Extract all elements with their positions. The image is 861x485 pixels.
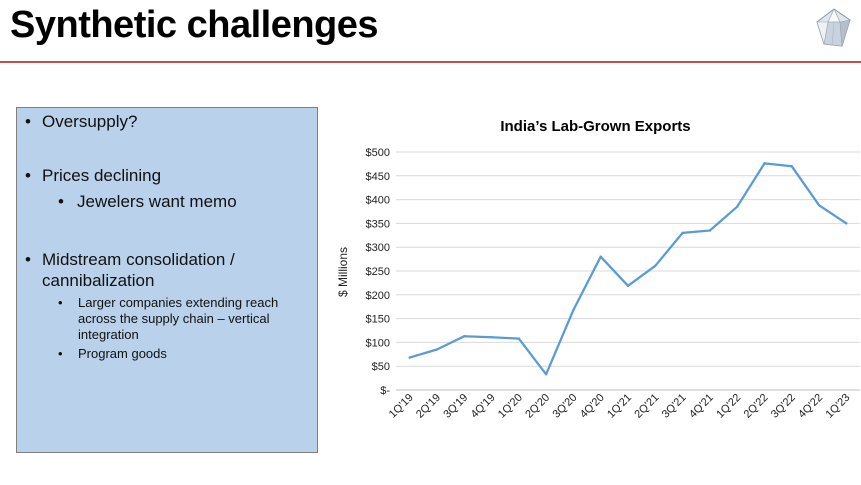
y-tick-label: $- — [380, 385, 390, 397]
x-tick-label: 1Q'22 — [714, 392, 743, 421]
bullet-marker: • — [58, 295, 63, 310]
x-tick-label: 1Q'23 — [823, 392, 852, 421]
exports-chart: India’s Lab-Grown Exports $ Millions $- $… — [330, 110, 861, 485]
data-point — [599, 255, 602, 258]
x-tick-label: 4Q'22 — [796, 392, 825, 421]
bullet-marker: • — [25, 166, 31, 185]
y-tick-label: $200 — [366, 290, 390, 302]
x-tick-label: 2Q'21 — [632, 392, 661, 421]
y-tick-label: $50 — [372, 361, 390, 373]
data-point — [626, 284, 630, 287]
chart-title: India’s Lab-Grown Exports — [500, 118, 691, 135]
data-point — [517, 337, 521, 340]
bullet-text-line1: Midstream consolidation / — [42, 250, 235, 269]
y-tick-label: $300 — [366, 242, 390, 254]
bullet-marker: • — [25, 250, 31, 269]
bullet-text: Program goods — [78, 346, 167, 361]
data-point — [463, 335, 466, 338]
data-point — [845, 222, 848, 225]
x-tick-label: 1Q'19 — [387, 392, 416, 421]
bullet-oversupply: • Oversupply? — [25, 111, 137, 132]
bullet-text: Prices declining — [42, 166, 162, 185]
diamond-logo-icon — [816, 8, 851, 47]
bullet-text-line3: integration — [78, 327, 139, 342]
title-divider — [0, 61, 861, 63]
bullet-panel: • Oversupply? • Prices declining • Jewel… — [16, 107, 318, 453]
data-point — [654, 264, 657, 267]
x-tick-label: 3Q'22 — [769, 392, 798, 421]
chart-plot: $ Millions $- $50 $100 $150 $200 $250 $300 $350… — [336, 147, 860, 421]
bullet-marker: • — [58, 192, 64, 211]
x-tick-label: 3Q'21 — [660, 392, 689, 421]
data-point — [735, 205, 739, 208]
bullet-text: Jewelers want memo — [77, 192, 237, 211]
x-tick-label: 3Q'19 — [441, 392, 470, 421]
sub-bullet-program-goods: • Program goods — [58, 346, 167, 362]
bullet-text-line1: Larger companies extending reach — [78, 295, 279, 310]
x-tick-label: 2Q'19 — [414, 392, 443, 421]
bullet-text-line2: cannibalization — [42, 271, 155, 290]
x-tick-label: 3Q'20 — [551, 392, 580, 421]
data-point — [790, 165, 793, 168]
slide-title: Synthetic challenges — [10, 4, 379, 46]
x-tick-label: 2Q'22 — [742, 392, 771, 421]
y-tick-label: $350 — [366, 218, 390, 230]
bullet-prices-declining: • Prices declining — [25, 165, 161, 186]
y-tick-label: $400 — [366, 195, 390, 207]
data-point — [408, 356, 411, 359]
x-tick-label: 4Q'21 — [687, 392, 716, 421]
data-point — [572, 308, 575, 312]
x-tick-label: 1Q'20 — [496, 392, 525, 421]
data-point — [490, 335, 493, 339]
bullet-marker: • — [25, 112, 31, 131]
data-point — [817, 204, 821, 207]
data-point — [763, 162, 766, 165]
sub-bullet-jewelers-memo: • Jewelers want memo — [58, 191, 237, 212]
bullet-marker: • — [58, 346, 63, 361]
y-tick-label: $100 — [366, 337, 390, 349]
data-point — [544, 373, 548, 376]
y-tick-label: $250 — [366, 266, 390, 278]
x-tick-label: 2Q'20 — [523, 392, 552, 421]
data-point — [435, 348, 439, 351]
x-tick-label: 4Q'19 — [469, 392, 498, 421]
data-point — [708, 229, 712, 232]
x-tick-label: 1Q'21 — [605, 392, 634, 421]
sub-bullet-larger-companies: • Larger companies extending reach acros… — [58, 295, 278, 343]
data-point — [681, 231, 684, 235]
bullet-text-line2: across the supply chain – vertical — [78, 311, 270, 326]
bullet-midstream: • Midstream consolidation / cannibalizat… — [25, 249, 235, 291]
y-tick-label: $500 — [366, 147, 390, 159]
y-tick-label: $450 — [366, 171, 390, 183]
x-tick-label: 4Q'20 — [578, 392, 607, 421]
y-axis-label: $ Millions — [336, 247, 350, 297]
bullet-text: Oversupply? — [42, 112, 138, 131]
y-tick-label: $150 — [366, 314, 390, 326]
